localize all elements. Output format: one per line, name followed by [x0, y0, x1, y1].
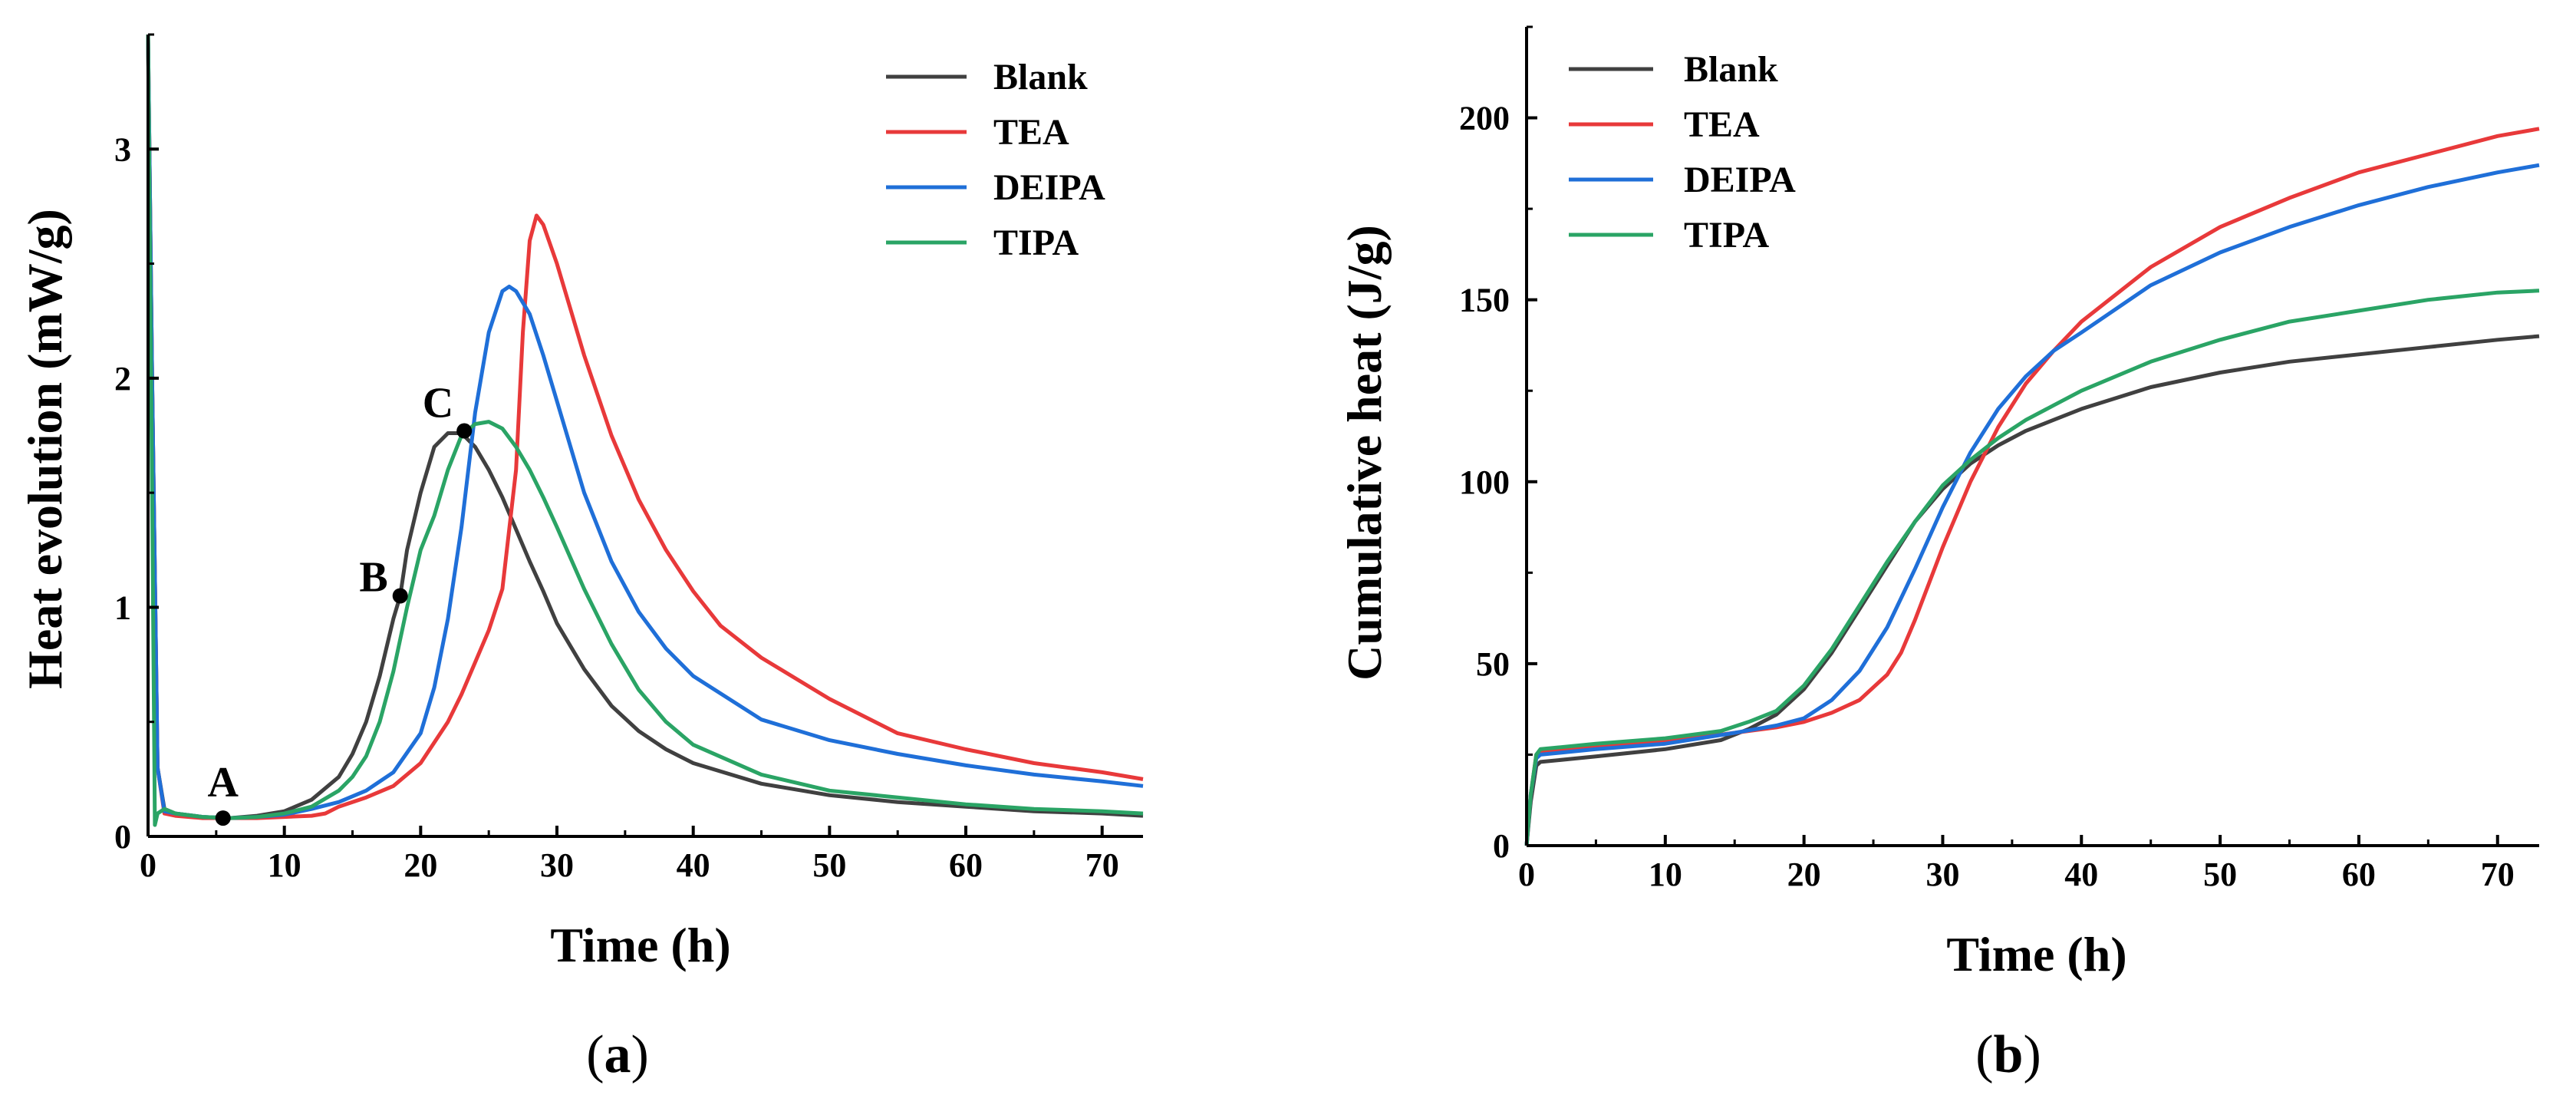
- panel-b-xlabel: Time (h): [1946, 927, 2126, 981]
- point-marker-b: [392, 588, 408, 604]
- panel-a-legend: Blank TEA DEIPA TIPA: [886, 57, 1105, 263]
- x-tick-label: 60: [949, 846, 983, 884]
- x-tick-label: 60: [2342, 856, 2376, 893]
- x-tick-label: 40: [677, 846, 710, 884]
- point-marker-c: [456, 423, 473, 439]
- y-tick-label: 200: [1459, 100, 1510, 137]
- legend-label-tipa: TIPA: [1684, 215, 1769, 256]
- x-tick-label: 30: [1925, 856, 1959, 893]
- y-tick-label: 1: [114, 589, 131, 626]
- x-tick-label: 70: [1085, 846, 1119, 884]
- x-tick-label: 30: [540, 846, 574, 884]
- y-tick-label: 0: [114, 818, 131, 856]
- y-tick-label: 3: [114, 130, 131, 168]
- legend-label-blank: Blank: [993, 57, 1088, 97]
- y-tick-label: 2: [114, 360, 131, 397]
- panel-a-series: [146, 34, 1144, 827]
- x-tick-label: 50: [2203, 856, 2237, 893]
- x-tick-label: 10: [268, 846, 301, 884]
- panel-a-axes: 0 10 20 30 40 50 60 70 0 1 2 3: [114, 33, 1143, 884]
- x-tick-label: 20: [1787, 856, 1821, 893]
- point-label-a: A: [207, 759, 239, 806]
- legend-label-deipa: DEIPA: [993, 167, 1105, 208]
- y-tick-label: 100: [1459, 463, 1510, 501]
- x-tick-label: 70: [2481, 856, 2515, 893]
- panel-a-ylabel: Heat evolution (mW/g): [18, 209, 72, 689]
- series-line-tipa: [1524, 289, 2540, 846]
- panel-b-series: [1524, 127, 2540, 846]
- legend-label-tea: TEA: [1684, 104, 1760, 145]
- panel-a: 0 10 20 30 40 50 60 70 0 1 2 3 A B C Blank TEA DEIPA TIP…: [18, 33, 1144, 972]
- panel-b-ylabel: Cumulative heat (J/g): [1337, 225, 1392, 681]
- x-tick-label: 10: [1649, 856, 1682, 893]
- caption-a-letter: a: [604, 1025, 631, 1084]
- caption-b: (b): [1975, 1025, 2041, 1084]
- panel-b: 0 10 20 30 40 50 60 70 0 50 100 150 200 Blank TEA DEIP…: [1337, 25, 2540, 981]
- panel-a-annotations: A B C: [207, 380, 473, 826]
- series-line-blank: [1524, 334, 2540, 846]
- y-tick-label: 150: [1459, 282, 1510, 319]
- x-tick-label: 0: [1518, 856, 1535, 893]
- caption-a: (a): [586, 1025, 649, 1084]
- point-marker-a: [215, 810, 231, 826]
- point-label-b: B: [359, 554, 387, 602]
- y-tick-label: 0: [1493, 827, 1510, 865]
- series-line-deipa: [1524, 163, 2540, 846]
- panel-b-legend: Blank TEA DEIPA TIPA: [1569, 49, 1796, 256]
- legend-label-deipa: DEIPA: [1684, 160, 1796, 200]
- x-tick-label: 20: [404, 846, 437, 884]
- legend-label-blank: Blank: [1684, 49, 1778, 90]
- caption-b-letter: b: [1994, 1025, 2024, 1084]
- x-tick-label: 50: [812, 846, 846, 884]
- series-line-tipa: [146, 34, 1144, 827]
- x-tick-label: 0: [140, 846, 156, 884]
- y-tick-label: 50: [1476, 645, 1510, 683]
- legend-label-tipa: TIPA: [993, 223, 1079, 263]
- legend-label-tea: TEA: [993, 112, 1069, 153]
- point-label-c: C: [423, 380, 453, 427]
- x-tick-label: 40: [2064, 856, 2098, 893]
- panel-b-axes: 0 10 20 30 40 50 60 70 0 50 100 150 200: [1459, 25, 2539, 893]
- panel-a-xlabel: Time (h): [550, 918, 730, 972]
